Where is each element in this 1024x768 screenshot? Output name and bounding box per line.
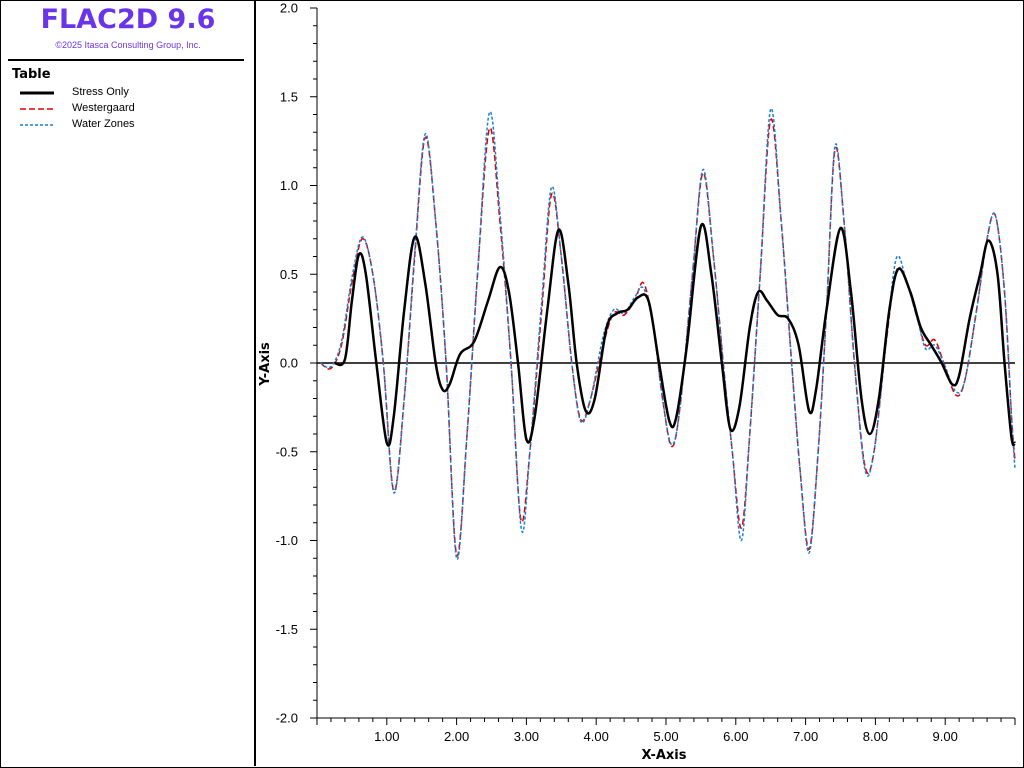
y-tick-label: 0.0 — [280, 356, 298, 371]
legend-swatch-dotted — [20, 124, 54, 126]
x-tick-label: 8.00 — [863, 729, 888, 744]
x-tick-label: 3.00 — [514, 729, 539, 744]
axes: 2.0 1.5 1.0 0.5 0.0 -0.5 -1.0 -1.5 -2.0 1.00 2.00 3… — [276, 1, 1016, 744]
y-tick-label: 1.0 — [280, 178, 298, 193]
x-tick-label: 2.00 — [444, 729, 469, 744]
legend-swatch-dashed — [20, 108, 54, 110]
series-line-stress-only — [334, 222, 1017, 447]
y-tick-label: -1.5 — [276, 622, 298, 637]
legend-label: Westergaard — [72, 102, 135, 114]
series-layer — [320, 107, 1017, 561]
y-tick-label: 0.5 — [280, 267, 298, 282]
title-divider — [8, 59, 244, 61]
legend-panel: FLAC2D 9.6 ©2025 Itasca Consulting Group… — [0, 0, 256, 766]
x-tick-label: 6.00 — [723, 729, 748, 744]
chart-plot-area[interactable]: 2.0 1.5 1.0 0.5 0.0 -0.5 -1.0 -1.5 -2.0 1.00 2.00 3… — [256, 0, 1022, 766]
x-tick-label: 4.00 — [584, 729, 609, 744]
y-tick-label: -2.0 — [276, 711, 298, 726]
x-tick-label: 1.00 — [374, 729, 399, 744]
y-tick-label: 2.0 — [280, 1, 298, 16]
legend-label: Water Zones — [72, 118, 135, 130]
y-tick-label: -1.0 — [276, 533, 298, 548]
app-title: FLAC2D 9.6 — [40, 4, 216, 35]
y-tick-label: 1.5 — [280, 89, 298, 104]
x-tick-label: 5.00 — [653, 729, 678, 744]
x-tick-label: 7.00 — [793, 729, 818, 744]
legend-title: Table — [12, 67, 51, 82]
legend-swatch-solid — [20, 91, 54, 95]
series-line-westergaard — [320, 118, 1016, 557]
series-line-water-zones — [320, 107, 1016, 561]
x-tick-label: 9.00 — [933, 729, 958, 744]
copyright-notice: ©2025 Itasca Consulting Group, Inc. — [55, 40, 201, 50]
y-axis-title: Y-Axis — [258, 342, 273, 387]
x-axis-title: X-Axis — [642, 748, 687, 763]
legend-label: Stress Only — [72, 86, 129, 98]
y-tick-label: -0.5 — [276, 444, 298, 459]
